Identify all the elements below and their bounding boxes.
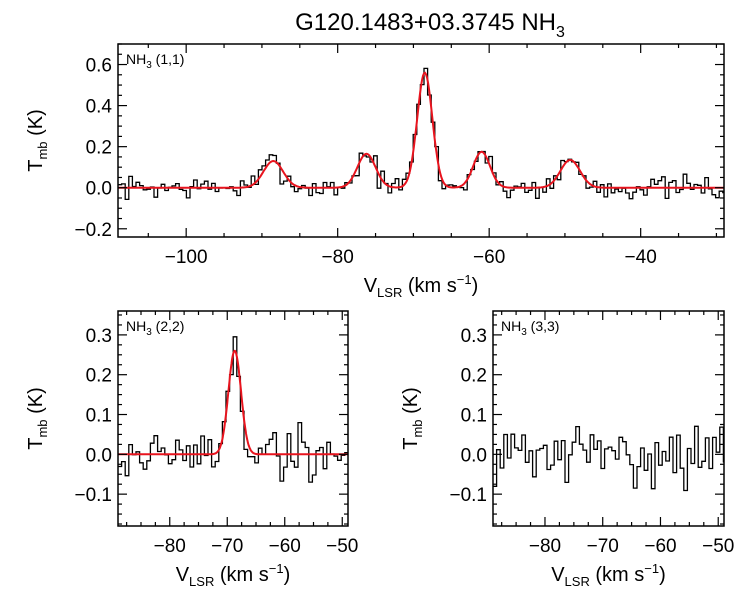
ytick-label: 0.3 (461, 326, 487, 347)
panel-annotation: NH3 (1,1) (126, 51, 184, 71)
panel-nh3_33: −80 −70 −60 −50 −0.1 0.0 0.1 0.2 0.3 NH3 (3,3) VLS… (400, 310, 734, 589)
ytick-label: 0.1 (461, 406, 487, 427)
ytick-label: 0.6 (86, 56, 112, 77)
fit-nh3_22 (118, 349, 348, 456)
xtick-label: −80 (529, 536, 561, 557)
panel-nh3_11: −100 −80 −60 −40 −0.2 0.0 0.2 0.4 0.6 NH3 (1,1) VL… (25, 43, 725, 300)
ytick-label: −0.1 (449, 485, 487, 506)
xtick-label: −60 (644, 536, 676, 557)
ytick-label: −0.1 (74, 485, 112, 506)
x-axis-label: VLSR (km s−1) (364, 272, 479, 300)
xtick-label: −70 (211, 536, 243, 557)
x-axis-label: VLSR (km s−1) (176, 561, 291, 589)
ytick-label: 0.0 (86, 179, 112, 200)
frame-nh3_11 (117, 43, 725, 238)
spectrum-nh3_22 (118, 336, 348, 483)
xtick-label: −40 (625, 247, 657, 268)
panel-nh3_22: −80 −70 −60 −50 −0.1 0.0 0.1 0.2 0.3 NH3 (2,2) VLS… (25, 310, 358, 589)
y-axis-label: Tmb (K) (25, 387, 50, 450)
xtick-label: −80 (154, 536, 186, 557)
panel-annotation: NH3 (2,2) (126, 318, 184, 338)
y-axis-label: Tmb (K) (25, 109, 50, 172)
spectrum-nh3_33 (493, 425, 725, 492)
xtick-label: −50 (702, 536, 734, 557)
ytick-label: 0.2 (461, 366, 487, 387)
xtick-label: −80 (322, 247, 354, 268)
xtick-label: −70 (587, 536, 619, 557)
ytick-label: 0.0 (86, 445, 112, 466)
xtick-label: −60 (473, 247, 505, 268)
xtick-label: −100 (165, 247, 208, 268)
ytick-label: 0.1 (86, 406, 112, 427)
frame-nh3_22 (117, 310, 349, 527)
frame-nh3_33 (492, 310, 725, 527)
figure-title: G120.1483+03.3745 NH3 (295, 9, 565, 41)
ytick-label: 0.4 (86, 97, 113, 118)
ytick-label: −0.2 (74, 220, 112, 241)
ytick-label: 0.0 (461, 445, 487, 466)
x-axis-label: VLSR (km s−1) (551, 561, 666, 589)
panel-annotation: NH3 (3,3) (501, 318, 559, 338)
ytick-label: 0.2 (86, 138, 112, 159)
xtick-label: −60 (269, 536, 301, 557)
y-axis-label: Tmb (K) (400, 387, 425, 450)
ytick-label: 0.2 (86, 366, 112, 387)
fit-nh3_11 (118, 71, 724, 189)
xtick-label: −50 (326, 536, 358, 557)
ytick-label: 0.3 (86, 326, 112, 347)
